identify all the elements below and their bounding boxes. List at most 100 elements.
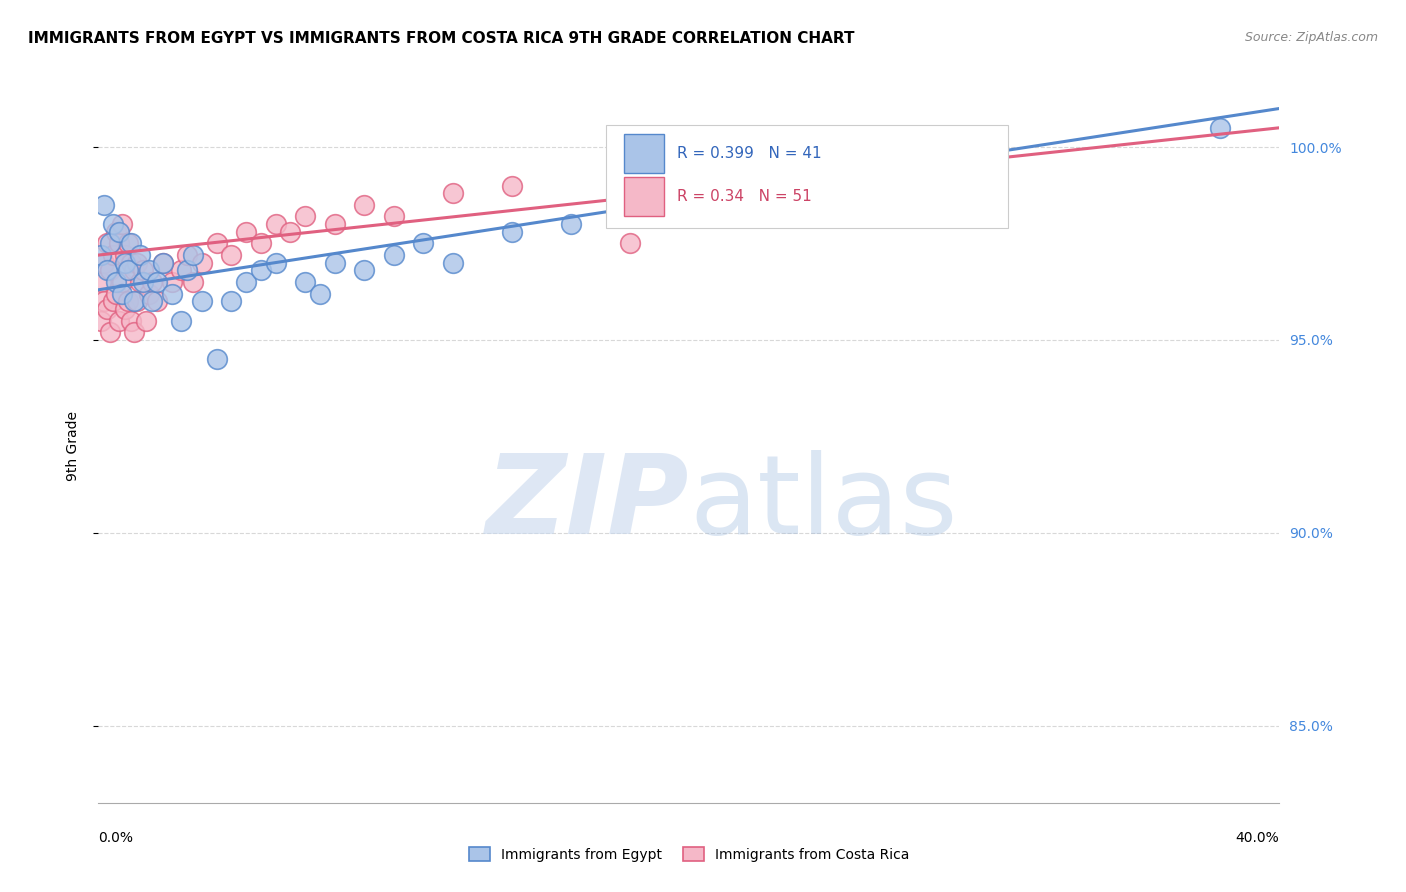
Text: ZIP: ZIP: [485, 450, 689, 557]
Point: [181, 248, 204, 262]
Point: [114, 301, 136, 316]
Text: 0.0%: 0.0%: [98, 831, 134, 845]
Text: atlas: atlas: [689, 450, 957, 557]
Point: [96, 263, 118, 277]
Point: [170, 263, 193, 277]
Point: [98, 263, 121, 277]
Point: [382, 248, 405, 262]
Point: [103, 217, 125, 231]
Point: [146, 275, 169, 289]
Point: [103, 248, 125, 262]
Y-axis label: 9th Grade: 9th Grade: [66, 411, 80, 481]
Point: [152, 256, 174, 270]
Point: [103, 294, 125, 309]
Point: [90, 275, 112, 289]
Point: [138, 263, 160, 277]
Point: [205, 236, 228, 251]
FancyBboxPatch shape: [624, 134, 664, 173]
Point: [120, 256, 142, 270]
Point: [90, 248, 112, 262]
Legend: Immigrants from Egypt, Immigrants from Costa Rica: Immigrants from Egypt, Immigrants from C…: [464, 841, 914, 867]
Text: IMMIGRANTS FROM EGYPT VS IMMIGRANTS FROM COSTA RICA 9TH GRADE CORRELATION CHART: IMMIGRANTS FROM EGYPT VS IMMIGRANTS FROM…: [28, 31, 855, 46]
FancyBboxPatch shape: [624, 177, 664, 216]
Point: [98, 325, 121, 339]
Point: [125, 294, 148, 309]
Point: [117, 294, 139, 309]
Point: [93, 198, 115, 212]
Point: [108, 225, 131, 239]
Text: 40.0%: 40.0%: [1236, 831, 1279, 845]
Point: [323, 256, 346, 270]
Point: [117, 263, 139, 277]
Point: [441, 256, 464, 270]
Point: [122, 263, 145, 277]
Point: [96, 236, 118, 251]
Point: [114, 256, 136, 270]
Point: [914, 178, 936, 193]
Point: [108, 313, 131, 327]
Point: [1209, 120, 1232, 135]
Point: [128, 275, 150, 289]
Point: [294, 210, 316, 224]
Point: [162, 275, 183, 289]
Point: [309, 286, 332, 301]
FancyBboxPatch shape: [606, 125, 1008, 228]
Point: [141, 294, 163, 309]
Text: Source: ZipAtlas.com: Source: ZipAtlas.com: [1244, 31, 1378, 45]
Point: [264, 256, 287, 270]
Point: [120, 313, 142, 327]
Point: [132, 275, 155, 289]
Point: [170, 313, 193, 327]
Point: [117, 236, 139, 251]
Point: [353, 198, 375, 212]
Point: [619, 210, 641, 224]
Point: [280, 225, 302, 239]
Point: [125, 256, 148, 270]
Point: [560, 217, 582, 231]
Point: [235, 225, 257, 239]
Point: [132, 263, 155, 277]
Point: [122, 294, 145, 309]
Point: [221, 248, 243, 262]
Point: [323, 217, 346, 231]
Point: [353, 263, 375, 277]
Text: R = 0.34   N = 51: R = 0.34 N = 51: [678, 189, 811, 203]
Point: [441, 186, 464, 201]
Point: [294, 275, 316, 289]
Point: [96, 301, 118, 316]
Point: [181, 275, 204, 289]
Point: [221, 294, 243, 309]
Point: [235, 275, 257, 289]
Point: [105, 225, 128, 239]
Point: [176, 263, 198, 277]
Point: [146, 294, 169, 309]
Point: [122, 325, 145, 339]
Point: [191, 294, 214, 309]
Point: [138, 286, 160, 301]
Point: [141, 275, 163, 289]
Point: [152, 256, 174, 270]
Point: [250, 263, 273, 277]
Point: [191, 256, 214, 270]
Point: [737, 198, 759, 212]
Point: [90, 313, 112, 327]
Point: [120, 236, 142, 251]
Point: [501, 178, 523, 193]
Point: [205, 352, 228, 367]
Point: [105, 286, 128, 301]
Point: [250, 236, 273, 251]
Point: [162, 286, 183, 301]
Point: [128, 248, 150, 262]
Point: [619, 236, 641, 251]
Point: [111, 286, 134, 301]
Point: [114, 248, 136, 262]
Point: [382, 210, 405, 224]
Text: R = 0.399   N = 41: R = 0.399 N = 41: [678, 146, 821, 161]
Point: [111, 275, 134, 289]
Point: [412, 236, 434, 251]
Point: [98, 236, 121, 251]
Point: [108, 236, 131, 251]
Point: [105, 275, 128, 289]
Point: [93, 256, 115, 270]
Point: [111, 217, 134, 231]
